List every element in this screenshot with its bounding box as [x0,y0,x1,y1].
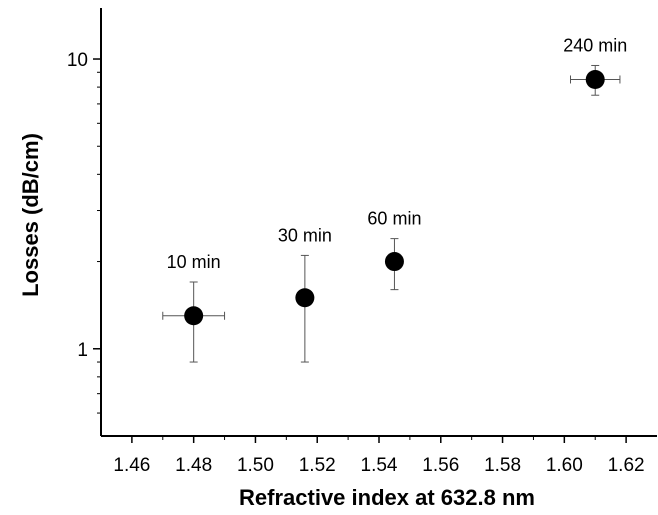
x-tick-label: 1.56 [422,455,459,476]
y-axis: 1 10 [67,50,101,414]
x-tick-label: 1.50 [237,455,274,476]
x-tick-label: 1.52 [299,455,336,476]
y-tick-label: 10 [67,50,88,71]
x-tick-label: 1.58 [484,455,521,476]
data-point [184,306,204,326]
x-tick-label: 1.48 [175,455,212,476]
x-tick-label: 1.46 [113,455,150,476]
data-point [295,288,315,308]
x-tick-label: 1.60 [546,455,583,476]
data-points [184,69,605,326]
data-point [384,252,404,272]
point-annotations: 10 min 30 min 60 min 240 min [167,35,628,272]
point-label: 30 min [278,225,332,245]
y-tick-label: 1 [77,340,88,361]
data-point [585,69,605,89]
x-tick-label: 1.62 [608,455,645,476]
point-label: 60 min [367,209,421,229]
point-label: 10 min [167,252,221,272]
point-label: 240 min [563,35,627,55]
x-tick-label: 1.54 [361,455,398,476]
y-axis-title: Losses (dB/cm) [18,133,43,297]
x-axis-title: Refractive index at 632.8 nm [239,485,535,510]
x-axis: 1.46 1.48 1.50 1.52 1.54 1.56 1.58 1.60 1.62 [113,436,645,476]
